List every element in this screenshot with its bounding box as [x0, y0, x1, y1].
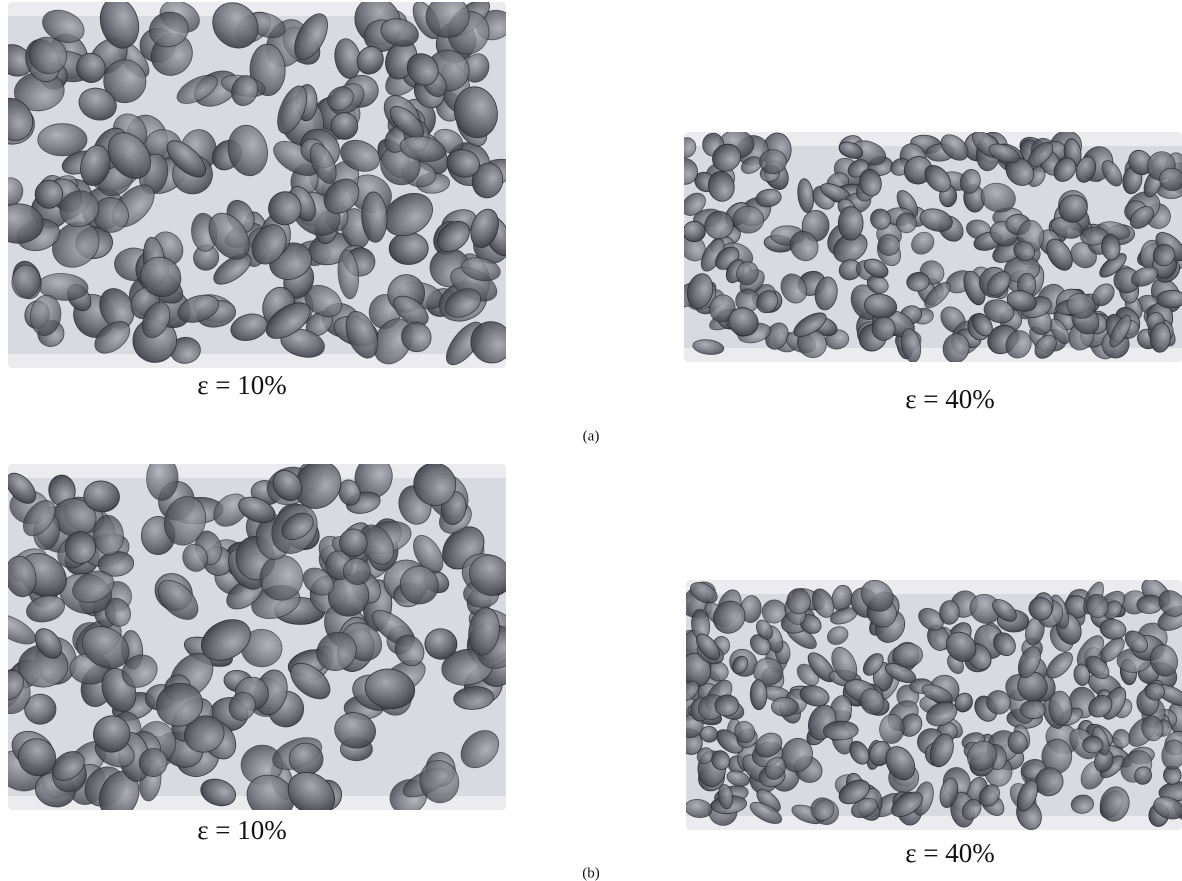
- photos: [0, 0, 1182, 836]
- pore: [389, 232, 429, 265]
- figure: ε = 10% ε = 40% (a) ε = 10% ε = 40% (b): [0, 0, 1182, 881]
- pore: [750, 680, 767, 710]
- caption: ε = 40%: [905, 384, 995, 414]
- pore: [759, 149, 786, 174]
- foam-photo: [669, 574, 1182, 836]
- caption: ε = 10%: [197, 370, 287, 400]
- caption: ε = 10%: [197, 815, 287, 845]
- panel-label: (a): [583, 428, 600, 444]
- pore: [733, 206, 764, 234]
- foam-photo: [669, 124, 1182, 368]
- pore: [38, 124, 87, 156]
- pore: [1020, 700, 1045, 718]
- pore: [146, 456, 178, 501]
- pore: [683, 221, 706, 242]
- caption: ε = 40%: [905, 838, 995, 868]
- panel-label: (b): [582, 865, 600, 881]
- foam-photo: [0, 0, 520, 374]
- pore: [1082, 736, 1103, 753]
- pore: [838, 207, 863, 240]
- pore: [811, 798, 834, 821]
- foam-photo: [0, 452, 528, 828]
- pore: [771, 697, 798, 716]
